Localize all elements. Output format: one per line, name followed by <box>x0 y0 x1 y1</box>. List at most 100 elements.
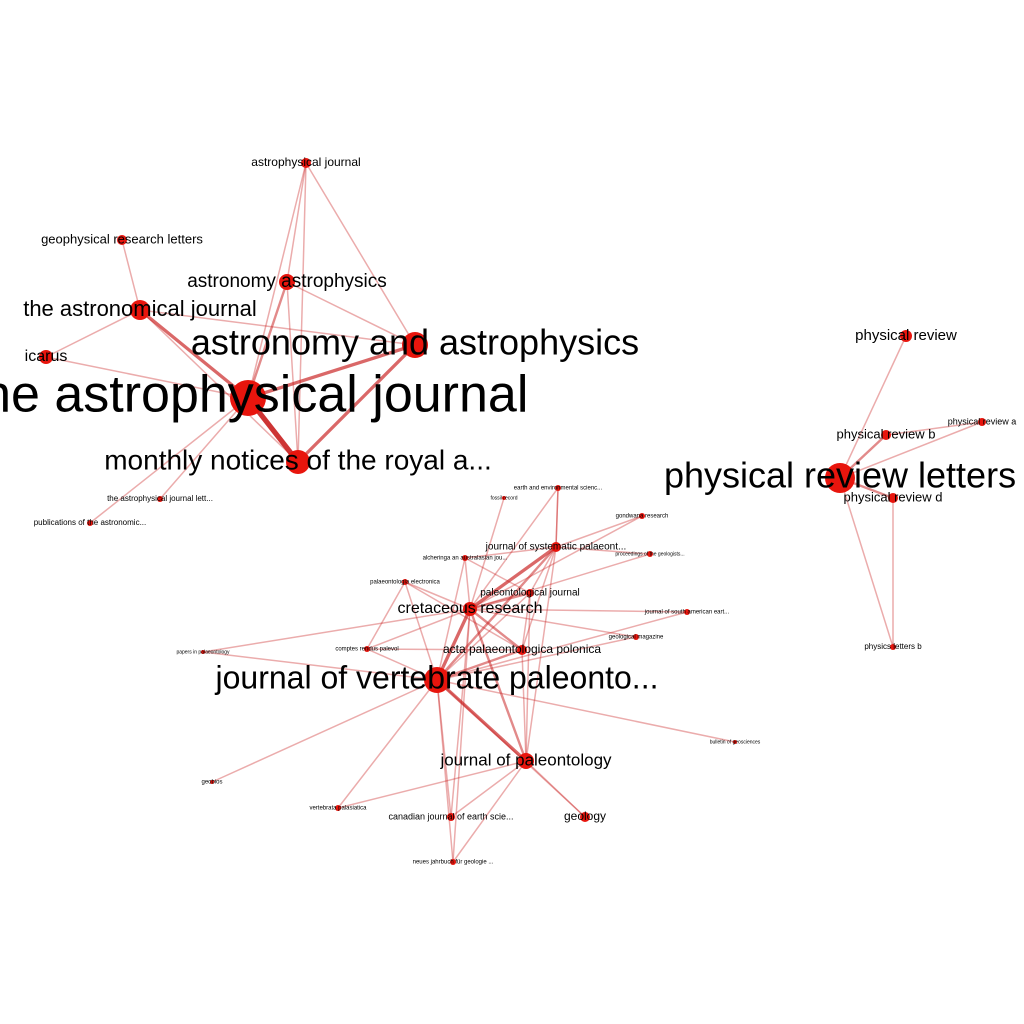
edge-jvp-geology <box>436 679 586 818</box>
edge-mnras-apj2 <box>297 162 307 463</box>
edge-cr-pj <box>468 591 532 611</box>
edge-jp-app <box>521 649 527 762</box>
node-label-va: vertebrata palasiatica <box>309 806 367 812</box>
node-apj2 <box>301 158 311 168</box>
node-icarus <box>39 350 53 364</box>
edge-aa-apj2 <box>305 162 416 346</box>
edge-jvp-pe <box>404 581 438 681</box>
node-label-gm: geological magazine <box>609 635 664 641</box>
node-alch <box>462 555 468 561</box>
node-label-geobios: geobios <box>201 780 222 786</box>
node-label-bg: bulletin of geosciences <box>710 739 761 745</box>
node-geobios <box>210 780 214 784</box>
edge-apj-apjl <box>159 397 249 500</box>
node-crp <box>364 646 370 652</box>
edge-jp-pj <box>525 592 531 762</box>
node-gr <box>639 513 645 519</box>
node-pga <box>647 551 653 557</box>
edge-jsp-pj <box>529 546 557 594</box>
node-pasp <box>87 520 93 526</box>
edge-apj-apj2 <box>247 162 307 399</box>
edge-aj-grl <box>121 239 141 311</box>
edge-prl-pra <box>839 421 983 479</box>
edge-pe-crp <box>366 581 406 650</box>
edge-cr-fr <box>469 497 505 610</box>
node-cjes <box>447 813 455 821</box>
edge-ees-jsp <box>555 487 559 548</box>
node-label-grl: geophysical research letters <box>41 231 203 246</box>
node-label-ees: earth and environmental scienc... <box>514 486 603 492</box>
edge-jsp-gr <box>555 515 643 548</box>
node-bg <box>733 740 737 744</box>
node-plb <box>890 644 896 650</box>
node-prb <box>881 430 891 440</box>
node-label-icarus: icarus <box>25 348 68 365</box>
edge-prl-plb <box>839 477 894 648</box>
edge-pj-alch <box>464 557 531 594</box>
edge-apj-icarus <box>45 356 249 399</box>
node-aa2 <box>279 274 295 290</box>
edge-mnras-aj <box>139 309 299 463</box>
node-label-pj: paleontological journal <box>480 588 580 599</box>
node-jp <box>518 753 534 769</box>
edge-cr-jsp <box>468 545 558 611</box>
node-pr <box>900 330 912 342</box>
edge-cr-crp <box>366 608 471 650</box>
edge-cr-pip <box>202 608 471 653</box>
node-mnras <box>286 450 310 474</box>
edge-jsp-pga <box>555 546 651 555</box>
edge-cr-gr <box>469 515 643 610</box>
node-label-mnras: monthly notices of the royal a... <box>104 444 492 475</box>
node-jvp <box>424 667 450 693</box>
node-layer <box>39 158 986 865</box>
edge-layer <box>45 162 983 863</box>
edge-jvp-jp <box>435 678 528 763</box>
node-label-fr: fossil record <box>491 495 518 501</box>
edge-cr-gm <box>469 608 637 638</box>
edge-prb-pra <box>885 421 983 436</box>
node-label-jsae: journal of south american eart... <box>644 610 730 616</box>
node-jsae <box>684 609 690 615</box>
edge-cr-app <box>468 607 524 652</box>
node-va <box>335 805 341 811</box>
node-label-aa: astronomy and astrophysics <box>191 322 639 363</box>
edge-jvp-cr <box>435 607 472 682</box>
node-label-aj: the astronomical journal <box>23 296 257 321</box>
node-label-alch: alcheringa an australasian jou... <box>423 556 508 562</box>
node-label-apjl: the astrophysical journal lett... <box>107 494 213 503</box>
edge-jsp-alch <box>464 546 557 559</box>
node-aj <box>130 300 150 320</box>
edge-app-crp <box>366 648 523 651</box>
node-aa <box>402 332 428 358</box>
edge-apj-aj <box>138 308 250 400</box>
node-label-pga: proceedings of the geologists... <box>615 551 684 557</box>
node-label-jp: journal of paleontology <box>439 750 612 769</box>
edge-aa-aa2 <box>286 281 416 346</box>
node-gm <box>633 634 639 640</box>
edge-jvp-jsp <box>435 545 558 682</box>
edge-jp-va <box>337 760 527 809</box>
edge-jvp-pj <box>436 592 531 681</box>
node-label-crp: comptes rendus palevol <box>335 647 398 653</box>
node-label-pip: papers in palaeontology <box>176 649 230 655</box>
node-apj <box>230 380 266 416</box>
edge-cr-njgp <box>452 608 471 863</box>
edge-aa-aj <box>139 309 416 346</box>
node-label-prb: physical review b <box>837 426 936 441</box>
node-geology <box>580 812 590 822</box>
node-prd <box>888 493 898 503</box>
node-label-apj2: astrophysical journal <box>251 155 360 169</box>
node-label-cr: cretaceous research <box>398 600 543 617</box>
edge-jvp-va <box>337 679 438 809</box>
node-pe <box>402 579 408 585</box>
edge-jvp-alch <box>436 557 466 681</box>
node-prl <box>825 463 855 493</box>
edge-apj-pasp <box>89 397 249 524</box>
edge-aa-mnras <box>296 343 417 464</box>
edge-jp-njgp <box>452 760 527 863</box>
edge-apj-aa2 <box>246 280 289 400</box>
edge-aj-icarus <box>45 309 141 358</box>
node-label-cjes: canadian journal of earth scie... <box>388 811 513 821</box>
